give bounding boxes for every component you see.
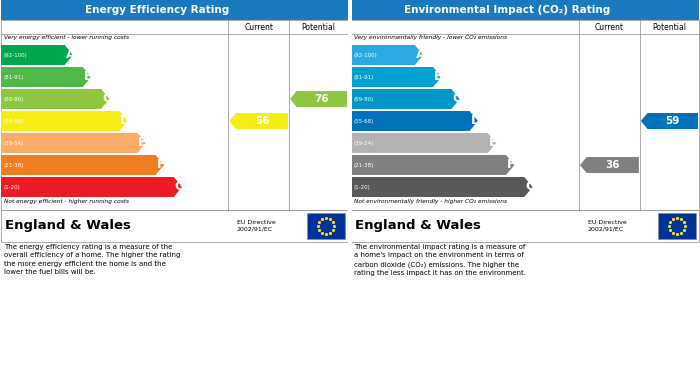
Bar bbox=[348, 0, 352, 391]
Text: 76: 76 bbox=[314, 94, 329, 104]
Polygon shape bbox=[351, 133, 496, 153]
Text: (1-20): (1-20) bbox=[354, 185, 371, 190]
Polygon shape bbox=[1, 67, 91, 87]
Polygon shape bbox=[1, 45, 73, 65]
Text: EU Directive
2002/91/EC: EU Directive 2002/91/EC bbox=[237, 220, 276, 232]
Bar bbox=[1, 210, 348, 242]
Text: England & Wales: England & Wales bbox=[5, 219, 131, 233]
Polygon shape bbox=[1, 89, 109, 109]
Polygon shape bbox=[351, 177, 533, 197]
Bar bbox=[351, 20, 699, 210]
Text: C: C bbox=[102, 93, 111, 106]
Bar bbox=[658, 213, 696, 239]
Polygon shape bbox=[640, 113, 698, 129]
Text: C: C bbox=[452, 93, 461, 106]
Bar bbox=[1, 20, 348, 210]
Bar bbox=[1, 0, 348, 20]
Text: (81-91): (81-91) bbox=[354, 75, 374, 79]
Text: (92-100): (92-100) bbox=[354, 52, 378, 57]
Text: (69-80): (69-80) bbox=[4, 97, 25, 102]
Polygon shape bbox=[1, 155, 164, 175]
Polygon shape bbox=[1, 111, 127, 131]
Text: (55-68): (55-68) bbox=[354, 118, 374, 124]
Text: Energy Efficiency Rating: Energy Efficiency Rating bbox=[85, 5, 230, 15]
Text: E: E bbox=[139, 136, 147, 149]
Bar bbox=[351, 210, 699, 242]
Text: Very environmentally friendly - lower CO₂ emissions: Very environmentally friendly - lower CO… bbox=[354, 35, 507, 40]
Text: A: A bbox=[66, 48, 76, 61]
Text: Potential: Potential bbox=[302, 23, 335, 32]
Text: B: B bbox=[434, 70, 444, 84]
Polygon shape bbox=[351, 89, 460, 109]
Text: Current: Current bbox=[244, 23, 273, 32]
Text: B: B bbox=[84, 70, 93, 84]
Text: Very energy efficient - lower running costs: Very energy efficient - lower running co… bbox=[4, 35, 129, 40]
Polygon shape bbox=[580, 157, 639, 173]
Text: 36: 36 bbox=[606, 160, 620, 170]
Text: D: D bbox=[470, 115, 481, 127]
Text: (1-20): (1-20) bbox=[4, 185, 21, 190]
Text: (39-54): (39-54) bbox=[354, 140, 374, 145]
Text: Environmental Impact (CO₂) Rating: Environmental Impact (CO₂) Rating bbox=[405, 5, 610, 15]
Bar bbox=[351, 0, 699, 20]
Polygon shape bbox=[1, 133, 146, 153]
Text: A: A bbox=[416, 48, 426, 61]
Text: D: D bbox=[120, 115, 130, 127]
Text: F: F bbox=[157, 158, 165, 172]
Text: G: G bbox=[175, 181, 185, 194]
Text: F: F bbox=[507, 158, 515, 172]
Polygon shape bbox=[290, 91, 347, 107]
Text: England & Wales: England & Wales bbox=[355, 219, 481, 233]
Text: G: G bbox=[525, 181, 536, 194]
Polygon shape bbox=[351, 45, 424, 65]
Bar bbox=[307, 213, 345, 239]
Text: The energy efficiency rating is a measure of the
overall efficiency of a home. T: The energy efficiency rating is a measur… bbox=[4, 244, 181, 276]
Text: (92-100): (92-100) bbox=[4, 52, 28, 57]
Polygon shape bbox=[1, 177, 182, 197]
Text: (39-54): (39-54) bbox=[4, 140, 25, 145]
Text: 56: 56 bbox=[255, 116, 270, 126]
Text: E: E bbox=[489, 136, 497, 149]
Text: (21-38): (21-38) bbox=[354, 163, 374, 167]
Text: (55-68): (55-68) bbox=[4, 118, 25, 124]
Text: (81-91): (81-91) bbox=[4, 75, 25, 79]
Polygon shape bbox=[351, 111, 478, 131]
Text: Not environmentally friendly - higher CO₂ emissions: Not environmentally friendly - higher CO… bbox=[354, 199, 507, 204]
Text: Potential: Potential bbox=[652, 23, 687, 32]
Text: The environmental impact rating is a measure of
a home's impact on the environme: The environmental impact rating is a mea… bbox=[354, 244, 526, 276]
Text: (21-38): (21-38) bbox=[4, 163, 25, 167]
Polygon shape bbox=[230, 113, 288, 129]
Text: EU Directive
2002/91/EC: EU Directive 2002/91/EC bbox=[587, 220, 626, 232]
Polygon shape bbox=[351, 155, 514, 175]
Text: Not energy efficient - higher running costs: Not energy efficient - higher running co… bbox=[4, 199, 129, 204]
Polygon shape bbox=[351, 67, 442, 87]
Text: (69-80): (69-80) bbox=[354, 97, 374, 102]
Text: Current: Current bbox=[595, 23, 624, 32]
Text: 59: 59 bbox=[666, 116, 680, 126]
